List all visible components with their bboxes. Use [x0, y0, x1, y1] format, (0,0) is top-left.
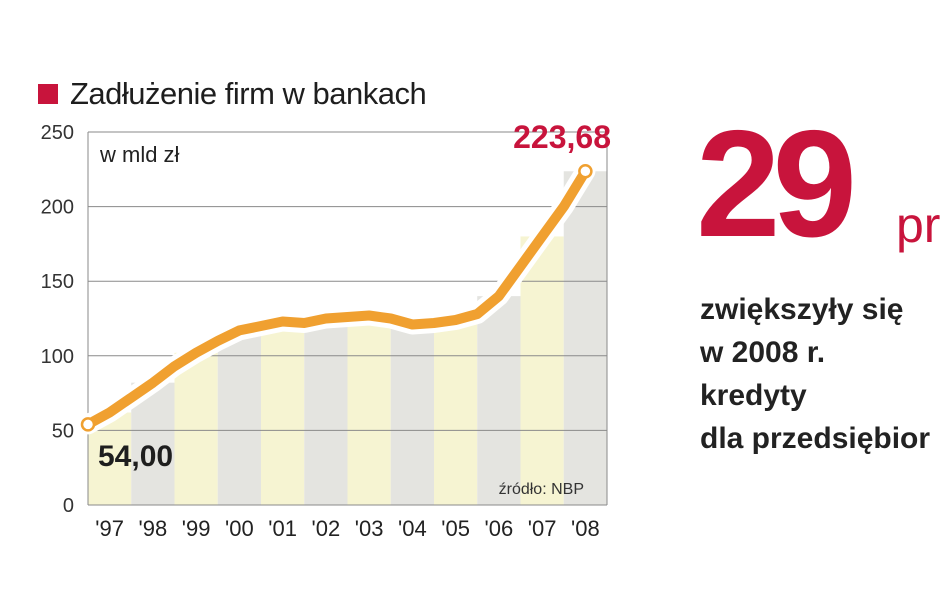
data-point: [80, 417, 96, 432]
x-tick-label: '06: [485, 516, 514, 541]
year-band: [304, 318, 348, 505]
data-label: 223,68: [513, 119, 611, 155]
x-tick-label: '04: [398, 516, 427, 541]
data-label: 54,00: [98, 440, 173, 473]
title-square-marker: [38, 84, 58, 104]
x-tick-label: '00: [225, 516, 254, 541]
year-band: [563, 171, 607, 505]
side-text-line: kredyty: [700, 379, 807, 412]
x-tick-label: '01: [268, 516, 297, 541]
x-tick-label: '07: [528, 516, 557, 541]
year-band: [434, 319, 478, 505]
year-band: [347, 315, 391, 505]
y-tick-label: 100: [41, 346, 74, 368]
big-number: 29: [696, 99, 857, 269]
x-tick-label: '99: [182, 516, 211, 541]
side-text: zwiększyły się w 2008 r. kredyty dla przeds…: [700, 288, 930, 460]
side-text-line: w 2008 r.: [700, 336, 826, 369]
chart-svg: 0 50 100 150 200 250 '97 '98 '99 '00 '01 '02 '03 '04 '…: [41, 119, 611, 541]
x-tick-label: '08: [571, 516, 600, 541]
x-tick-label: '02: [312, 516, 341, 541]
y-tick-label: 200: [41, 197, 74, 219]
y-tick-label: 150: [41, 271, 74, 293]
y-tick-label: 250: [41, 122, 74, 144]
side-text-line: dla przedsiębior: [700, 422, 931, 455]
chart-title-row: Zadłużenie firm w bankach: [38, 76, 427, 112]
x-tick-label: '03: [355, 516, 384, 541]
x-tick-label: '05: [441, 516, 470, 541]
y-tick-label: 0: [63, 495, 74, 517]
y-tick-label: 50: [52, 420, 74, 442]
unit-label: w mld zł: [99, 142, 180, 167]
year-band: [477, 296, 521, 505]
side-text-line: zwiększyły się: [700, 293, 904, 326]
x-tick-label: '97: [95, 516, 124, 541]
x-tick-label: '98: [139, 516, 168, 541]
year-band: [261, 321, 305, 505]
year-band: [520, 236, 564, 505]
series-line: [83, 166, 591, 430]
year-band: [217, 330, 261, 505]
year-band: [390, 324, 434, 505]
chart-title: Zadłużenie firm w bankach: [70, 76, 427, 111]
year-band: [174, 352, 218, 505]
data-point: [578, 164, 593, 179]
source-label: źródło: NBP: [499, 481, 584, 498]
big-number-unit: pr: [896, 197, 941, 253]
